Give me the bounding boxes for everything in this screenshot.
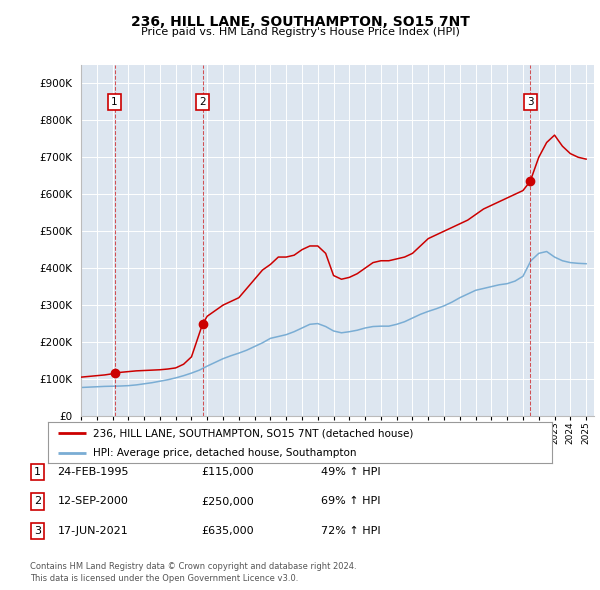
Text: 236, HILL LANE, SOUTHAMPTON, SO15 7NT (detached house): 236, HILL LANE, SOUTHAMPTON, SO15 7NT (d…	[94, 428, 414, 438]
Text: £250,000: £250,000	[202, 497, 254, 506]
Text: This data is licensed under the Open Government Licence v3.0.: This data is licensed under the Open Gov…	[30, 573, 298, 583]
Text: 3: 3	[34, 526, 41, 536]
Text: 1: 1	[34, 467, 41, 477]
Text: 17-JUN-2021: 17-JUN-2021	[58, 526, 128, 536]
Text: 72% ↑ HPI: 72% ↑ HPI	[321, 526, 381, 536]
Text: HPI: Average price, detached house, Southampton: HPI: Average price, detached house, Sout…	[94, 448, 357, 458]
Text: £115,000: £115,000	[202, 467, 254, 477]
Text: 69% ↑ HPI: 69% ↑ HPI	[321, 497, 381, 506]
Text: 2: 2	[199, 97, 206, 107]
Text: Price paid vs. HM Land Registry's House Price Index (HPI): Price paid vs. HM Land Registry's House …	[140, 27, 460, 37]
Text: 1: 1	[112, 97, 118, 107]
Text: 12-SEP-2000: 12-SEP-2000	[58, 497, 128, 506]
Text: 49% ↑ HPI: 49% ↑ HPI	[321, 467, 381, 477]
Text: Contains HM Land Registry data © Crown copyright and database right 2024.: Contains HM Land Registry data © Crown c…	[30, 562, 356, 571]
Text: 3: 3	[527, 97, 533, 107]
Text: 2: 2	[34, 497, 41, 506]
Text: £635,000: £635,000	[202, 526, 254, 536]
Text: 24-FEB-1995: 24-FEB-1995	[57, 467, 129, 477]
Text: 236, HILL LANE, SOUTHAMPTON, SO15 7NT: 236, HILL LANE, SOUTHAMPTON, SO15 7NT	[131, 15, 469, 29]
